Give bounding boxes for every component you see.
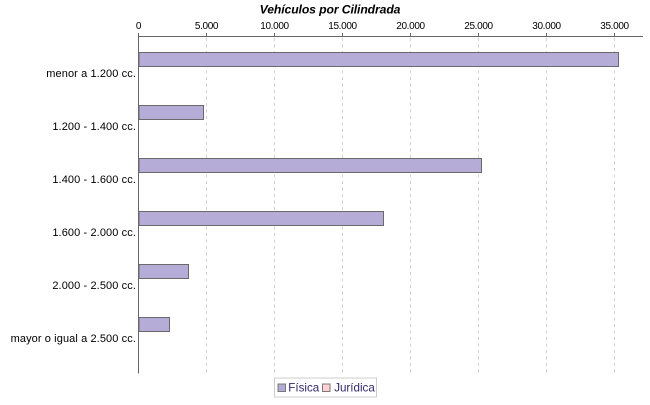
svg-text:10.000: 10.000 (260, 21, 289, 32)
svg-text:Jurídica: Jurídica (334, 382, 375, 395)
svg-text:5.000: 5.000 (195, 21, 219, 32)
svg-text:menor a 1.200 cc.: menor a 1.200 cc. (46, 68, 136, 80)
svg-text:30.000: 30.000 (532, 21, 561, 32)
svg-text:0: 0 (136, 21, 142, 32)
svg-text:1.600 - 2.000 cc.: 1.600 - 2.000 cc. (52, 227, 136, 239)
svg-text:1.400 - 1.600 cc.: 1.400 - 1.600 cc. (52, 174, 136, 186)
svg-text:mayor o igual a 2.500 cc.: mayor o igual a 2.500 cc. (11, 333, 136, 345)
svg-text:20.000: 20.000 (396, 21, 425, 32)
svg-text:25.000: 25.000 (464, 21, 493, 32)
svg-text:1.200 - 1.400 cc.: 1.200 - 1.400 cc. (52, 121, 136, 133)
svg-text:35.000: 35.000 (600, 21, 629, 32)
svg-text:15.000: 15.000 (328, 21, 357, 32)
svg-text:Vehículos por Cilindrada: Vehículos por Cilindrada (260, 2, 401, 16)
svg-text:Física: Física (288, 382, 319, 395)
svg-text:2.000 - 2.500 cc.: 2.000 - 2.500 cc. (52, 280, 136, 292)
